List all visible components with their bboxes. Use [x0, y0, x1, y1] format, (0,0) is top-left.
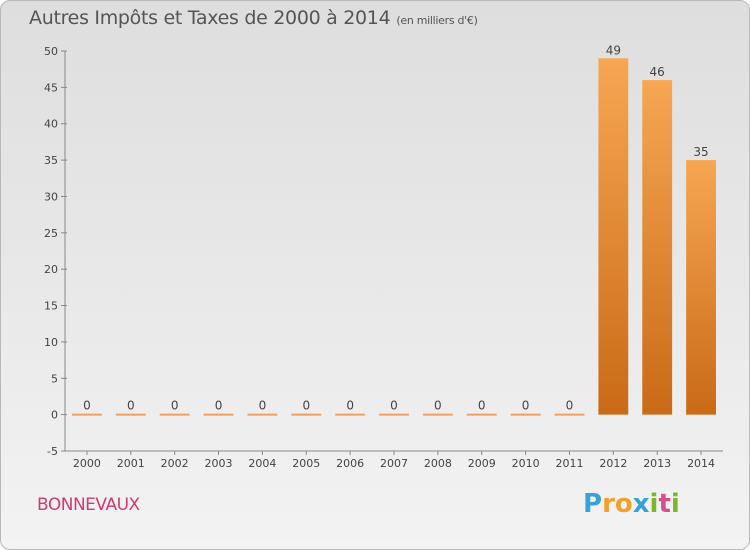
x-tick-label-2011: 2011	[555, 457, 583, 470]
data-label-2005: 0	[302, 399, 310, 413]
x-tick-label-2007: 2007	[380, 457, 408, 470]
data-label-2000: 0	[83, 399, 91, 413]
data-label-2008: 0	[434, 399, 442, 413]
bar-2010	[510, 413, 541, 416]
data-label-2009: 0	[478, 399, 486, 413]
x-tick-label-2001: 2001	[117, 457, 145, 470]
x-tick-label-2004: 2004	[248, 457, 276, 470]
x-tick-label-2009: 2009	[468, 457, 496, 470]
bar-2012	[598, 58, 629, 415]
data-label-2003: 0	[215, 399, 223, 413]
x-tick-label-2003: 2003	[205, 457, 233, 470]
x-tick-label-2002: 2002	[161, 457, 189, 470]
logo-letter: i	[649, 489, 659, 519]
chart-title-text: Autres Impôts et Taxes de 2000 à 2014	[29, 7, 391, 29]
chart-unit: (en milliers d'€)	[396, 14, 478, 27]
bar-2003	[203, 413, 234, 416]
logo-letter: x	[632, 489, 650, 519]
commune-name: BONNEVAUX	[37, 495, 140, 515]
x-tick-label-2012: 2012	[599, 457, 627, 470]
data-label-2010: 0	[522, 399, 530, 413]
data-label-2007: 0	[390, 399, 398, 413]
y-tick-label: 30	[44, 190, 58, 203]
bar-2009	[466, 413, 497, 416]
y-tick-label: 35	[44, 154, 58, 167]
y-tick-label: -5	[47, 445, 58, 458]
proxiti-logo: Proxiti	[583, 489, 680, 519]
y-tick-label: 50	[44, 45, 58, 58]
data-label-2002: 0	[171, 399, 179, 413]
data-label-2014: 35	[693, 145, 708, 159]
logo-letter: t	[658, 489, 671, 519]
y-tick-label: 10	[44, 336, 58, 349]
y-tick-label: 45	[44, 81, 58, 94]
data-label-2013: 46	[650, 65, 665, 79]
chart-title: Autres Impôts et Taxes de 2000 à 2014 (en…	[29, 7, 478, 29]
bar-2006	[335, 413, 366, 416]
y-tick-label: 15	[44, 300, 58, 313]
data-label-2004: 0	[259, 399, 267, 413]
y-tick-label: 40	[44, 118, 58, 131]
bar-2008	[422, 413, 453, 416]
x-tick-label-2008: 2008	[424, 457, 452, 470]
data-label-2001: 0	[127, 399, 135, 413]
y-tick-label: 20	[44, 263, 58, 276]
logo-letter: o	[614, 489, 633, 519]
bar-2013	[642, 80, 673, 415]
x-tick-label-2014: 2014	[687, 457, 715, 470]
bar-2001	[115, 413, 146, 416]
bar-2005	[291, 413, 322, 416]
x-tick-label-2006: 2006	[336, 457, 364, 470]
data-label-2012: 49	[606, 43, 621, 57]
bar-2002	[159, 413, 190, 416]
x-tick-label-2005: 2005	[292, 457, 320, 470]
y-tick-label: 5	[51, 372, 58, 385]
logo-letter: i	[670, 489, 680, 519]
bar-2011	[554, 413, 585, 416]
y-tick-label: 0	[51, 409, 58, 422]
bar-2007	[379, 413, 409, 416]
y-tick-label: 25	[44, 227, 58, 240]
x-tick-label-2010: 2010	[512, 457, 540, 470]
data-label-2006: 0	[346, 399, 354, 413]
x-tick-label-2013: 2013	[643, 457, 671, 470]
x-tick-label-2000: 2000	[73, 457, 101, 470]
bar-2000	[72, 413, 102, 416]
bar-2014	[686, 160, 716, 415]
logo-letter: P	[583, 489, 603, 519]
logo-letter: r	[602, 489, 615, 519]
bar-2004	[247, 413, 278, 416]
data-label-2011: 0	[566, 399, 574, 413]
